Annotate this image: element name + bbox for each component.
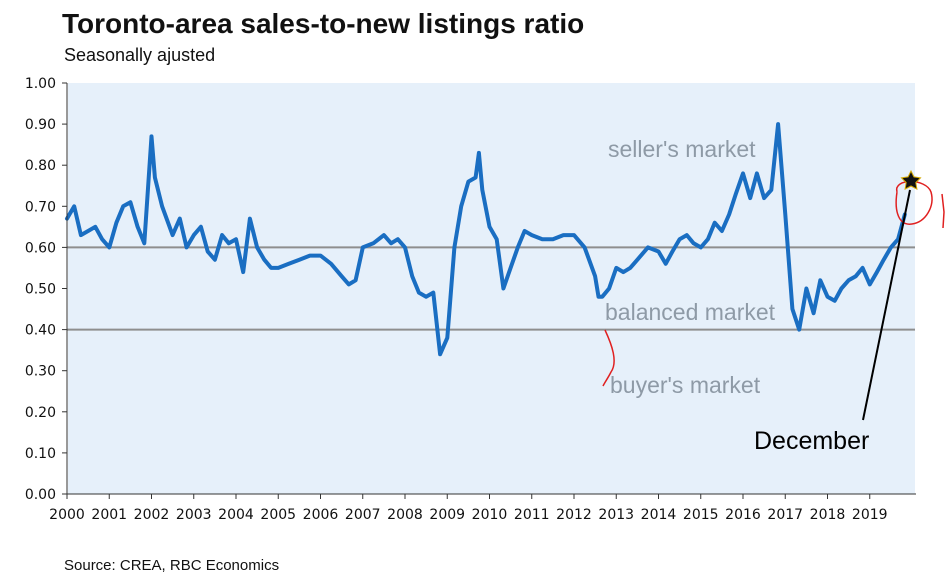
x-tick-label: 2000 <box>49 507 85 523</box>
series-line <box>65 122 907 357</box>
x-tick-label: 2005 <box>260 507 296 523</box>
x-tick-label: 2013 <box>598 507 634 523</box>
x-tick-label: 2014 <box>641 507 677 523</box>
x-tick-label: 2015 <box>683 507 719 523</box>
y-tick-label: 0.90 <box>25 117 56 133</box>
source-note: Source: CREA, RBC Economics <box>64 557 280 574</box>
x-tick-label: 2001 <box>91 507 127 523</box>
x-tick-label: 2019 <box>852 507 888 523</box>
y-tick-label: 0.80 <box>25 158 56 174</box>
y-tick-label: 0.60 <box>25 240 56 256</box>
zone-label-sellers: seller's market <box>608 136 756 162</box>
chart-title: Toronto-area sales-to-new listings ratio <box>62 8 585 39</box>
handdrawn-edge-markup <box>941 193 945 229</box>
zone-label-balanced: balanced market <box>605 299 776 325</box>
x-tick-label: 2012 <box>556 507 592 523</box>
x-tick-label: 2003 <box>176 507 212 523</box>
y-tick-label: 0.10 <box>25 446 56 462</box>
x-tick-label: 2006 <box>303 507 339 523</box>
star-icon <box>900 169 922 191</box>
x-tick-label: 2011 <box>514 507 550 523</box>
y-axis: 0.00 0.10 0.20 0.30 0.40 0.50 0.60 0.70 0.80 0.90… <box>25 76 67 503</box>
y-tick-label: 1.00 <box>25 76 56 92</box>
x-tick-label: 2016 <box>725 507 761 523</box>
y-tick-label: 0.40 <box>25 323 56 339</box>
x-tick-label: 2004 <box>218 507 254 523</box>
x-tick-label: 2009 <box>429 507 465 523</box>
y-tick-label: 0.50 <box>25 282 56 298</box>
december-pointer-line <box>862 189 911 421</box>
x-tick-label: 2018 <box>810 507 846 523</box>
y-tick-label: 0.30 <box>25 364 56 380</box>
x-tick-label: 2002 <box>134 507 170 523</box>
y-tick-label: 0.70 <box>25 199 56 215</box>
chart-subtitle: Seasonally ajusted <box>64 45 216 65</box>
x-axis: 2000 2001 2002 2003 2004 2005 2006 2007 2008 2009… <box>49 494 888 523</box>
handdrawn-squiggle-markup <box>602 329 615 387</box>
x-tick-label: 2010 <box>472 507 508 523</box>
zone-label-buyers: buyer's market <box>610 372 761 398</box>
annotation-december: December <box>754 427 869 455</box>
x-tick-label: 2008 <box>387 507 423 523</box>
y-tick-label: 0.00 <box>25 487 56 503</box>
x-tick-label: 2017 <box>767 507 803 523</box>
y-tick-label: 0.20 <box>25 405 56 421</box>
x-tick-label: 2007 <box>345 507 381 523</box>
